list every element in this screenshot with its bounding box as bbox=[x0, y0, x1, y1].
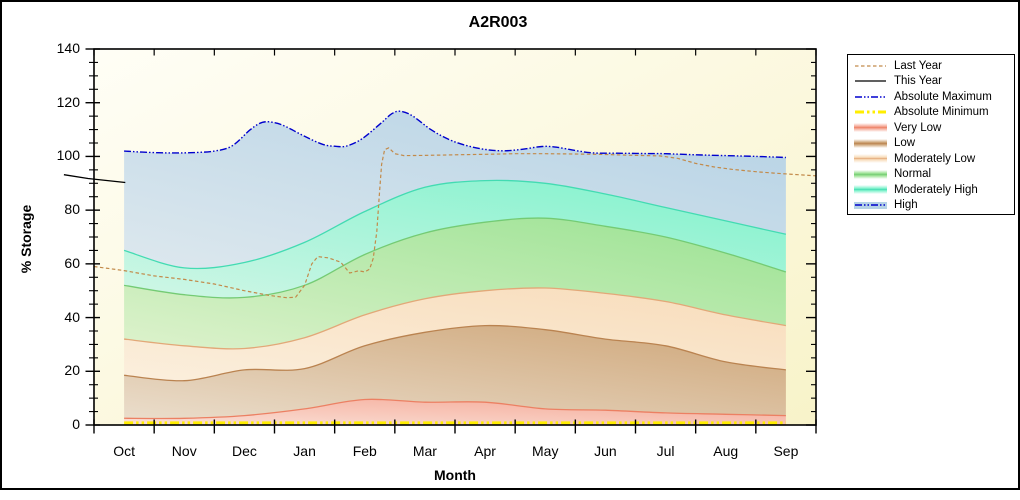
y-tick-label: 140 bbox=[56, 40, 80, 56]
legend-item-moderately-high: Moderately High bbox=[848, 182, 1014, 198]
x-tick-label: Sep bbox=[773, 443, 799, 459]
band-boundary-line bbox=[123, 217, 787, 299]
x-tick-label: Feb bbox=[352, 443, 377, 459]
band-boundary-line bbox=[124, 324, 786, 382]
y-tick-label: 40 bbox=[64, 308, 80, 325]
legend-label: Moderately Low bbox=[894, 152, 976, 165]
band-very-low bbox=[124, 399, 786, 425]
x-tick-label: Apr bbox=[474, 443, 496, 459]
x-axis-title: Month bbox=[434, 467, 476, 483]
legend-label: Absolute Minimum bbox=[894, 106, 989, 119]
band-low bbox=[124, 325, 786, 419]
legend-label: Last Year bbox=[894, 59, 942, 72]
x-tick-label: May bbox=[532, 443, 559, 459]
x-tick-label: Jan bbox=[293, 443, 316, 459]
x-tick-label: Oct bbox=[113, 443, 135, 459]
legend-item-high: High bbox=[848, 198, 1014, 214]
this-year-line bbox=[63, 174, 126, 184]
legend-label: Very Low bbox=[894, 121, 942, 134]
band-moderately-high bbox=[124, 180, 786, 298]
band-moderately-low bbox=[124, 287, 786, 381]
legend-label: Low bbox=[894, 137, 916, 150]
y-tick-label: 60 bbox=[64, 254, 80, 271]
legend-item-low: Low bbox=[848, 136, 1014, 152]
legend-swatch bbox=[854, 168, 887, 180]
legend-swatch bbox=[854, 137, 887, 149]
legend-item-normal: Normal bbox=[848, 167, 1014, 183]
legend-item-absolute-maximum: Absolute Maximum bbox=[848, 89, 1014, 105]
band-boundary-line bbox=[124, 398, 786, 420]
legend-swatch bbox=[854, 106, 887, 118]
legend-swatch bbox=[854, 91, 887, 103]
x-tick-label: Jul bbox=[656, 443, 675, 459]
chart-canvas bbox=[63, 48, 817, 434]
legend-label: This Year bbox=[894, 75, 942, 88]
legend-item-moderately-low: Moderately Low bbox=[848, 151, 1014, 167]
x-tick-label: Dec bbox=[231, 443, 257, 459]
legend-label: Normal bbox=[894, 168, 932, 181]
band-high bbox=[124, 111, 786, 269]
legend-item-very-low: Very Low bbox=[848, 120, 1014, 136]
y-tick-label: 100 bbox=[56, 147, 80, 164]
legend-swatch bbox=[854, 199, 887, 211]
legend-swatch bbox=[854, 60, 887, 72]
legend-label: Absolute Maximum bbox=[894, 90, 992, 103]
legend-item-absolute-minimum: Absolute Minimum bbox=[848, 105, 1014, 121]
legend-swatch bbox=[854, 184, 887, 196]
legend-swatch bbox=[854, 75, 887, 87]
last-year-line bbox=[93, 147, 817, 299]
y-tick-label: 120 bbox=[56, 93, 80, 110]
x-tick-label: Mar bbox=[412, 443, 437, 459]
y-axis-title: % Storage bbox=[18, 204, 34, 274]
chart-title: A2R003 bbox=[468, 14, 528, 31]
y-tick-label: 80 bbox=[64, 201, 80, 218]
band-normal bbox=[124, 218, 786, 349]
legend-swatch bbox=[854, 122, 887, 134]
legend-item-last-year: Last Year bbox=[848, 58, 1014, 74]
legend-label: Moderately High bbox=[894, 183, 978, 196]
legend-swatch bbox=[854, 153, 887, 165]
y-tick-label: 20 bbox=[64, 362, 80, 379]
x-tick-label: Jun bbox=[594, 443, 617, 459]
absolute-maximum-line bbox=[124, 110, 786, 159]
x-tick-label: Aug bbox=[713, 443, 739, 459]
band-boundary-line bbox=[123, 179, 787, 270]
x-tick-label: Nov bbox=[171, 443, 197, 459]
legend: Last Year This Year Absolute Maximum Absolu… bbox=[847, 54, 1015, 215]
band-boundary-line bbox=[124, 287, 787, 350]
legend-item-this-year: This Year bbox=[848, 74, 1014, 90]
y-tick-label: 0 bbox=[72, 416, 80, 432]
legend-label: High bbox=[894, 199, 918, 212]
